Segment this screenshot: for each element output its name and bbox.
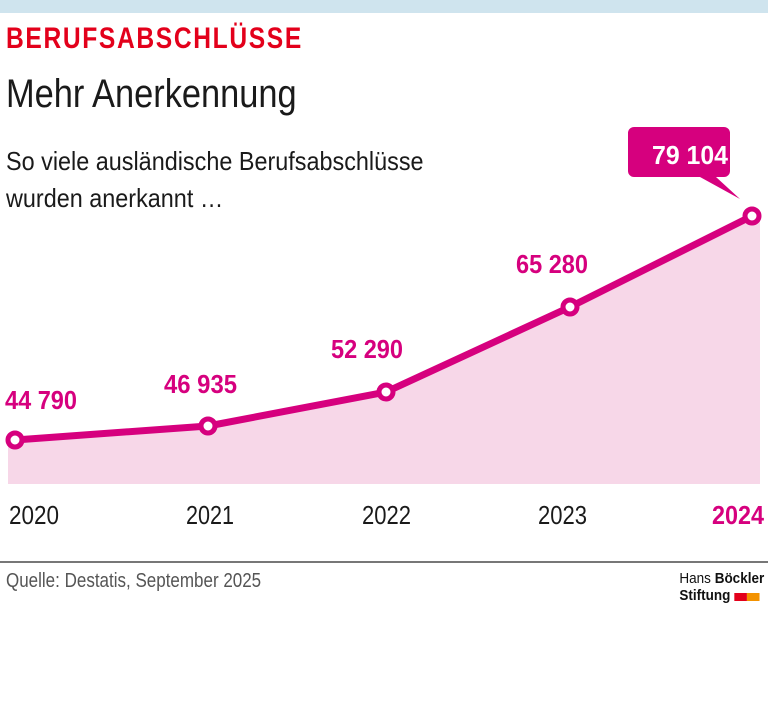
value-label-2021: 46 935 — [164, 369, 237, 399]
data-point-2021 — [198, 416, 218, 436]
logo-text-hans: Hans — [679, 570, 715, 587]
data-point-2023 — [560, 297, 580, 317]
x-tick-2023: 2023 — [538, 500, 587, 530]
footer-divider — [0, 561, 768, 563]
top-bar — [0, 0, 768, 13]
value-label-2023: 65 280 — [516, 249, 588, 279]
logo-color-bars-icon — [733, 588, 759, 605]
subtitle-line-2: wurden anerkannt … — [6, 183, 224, 213]
data-point-2022 — [376, 382, 396, 402]
data-point-2024 — [742, 206, 762, 226]
x-tick-2022: 2022 — [362, 500, 411, 530]
x-tick-2024: 2024 — [712, 500, 764, 530]
value-label-2022: 52 290 — [331, 334, 403, 364]
logo-text-stiftung: Stiftung — [679, 587, 731, 604]
logo-text-boeckler: Böckler — [714, 570, 764, 587]
x-tick-2020: 2020 — [9, 500, 59, 530]
page-title: Mehr Anerkennung — [6, 72, 297, 116]
highlight-callout — [628, 127, 740, 199]
subtitle-line-1: So viele ausländische Berufsabschlüsse — [6, 146, 424, 176]
data-point-2020 — [5, 430, 25, 450]
source-note: Quelle: Destatis, September 2025 — [6, 570, 262, 592]
kicker: BERUFSABSCHLÜSSE — [6, 22, 303, 55]
x-tick-2021: 2021 — [186, 500, 234, 530]
value-label-2020: 44 790 — [5, 385, 77, 415]
hans-boeckler-logo: Hans Böckler Stiftung — [679, 570, 764, 605]
area-fill — [8, 212, 760, 484]
chart-subtitle: So viele ausländische Berufsabschlüsse w… — [6, 143, 424, 217]
callout-value-2024: 79 104 — [652, 140, 729, 170]
line-area-chart: 79 104 44 790 46 935 52 290 65 280 2020 … — [5, 127, 764, 530]
